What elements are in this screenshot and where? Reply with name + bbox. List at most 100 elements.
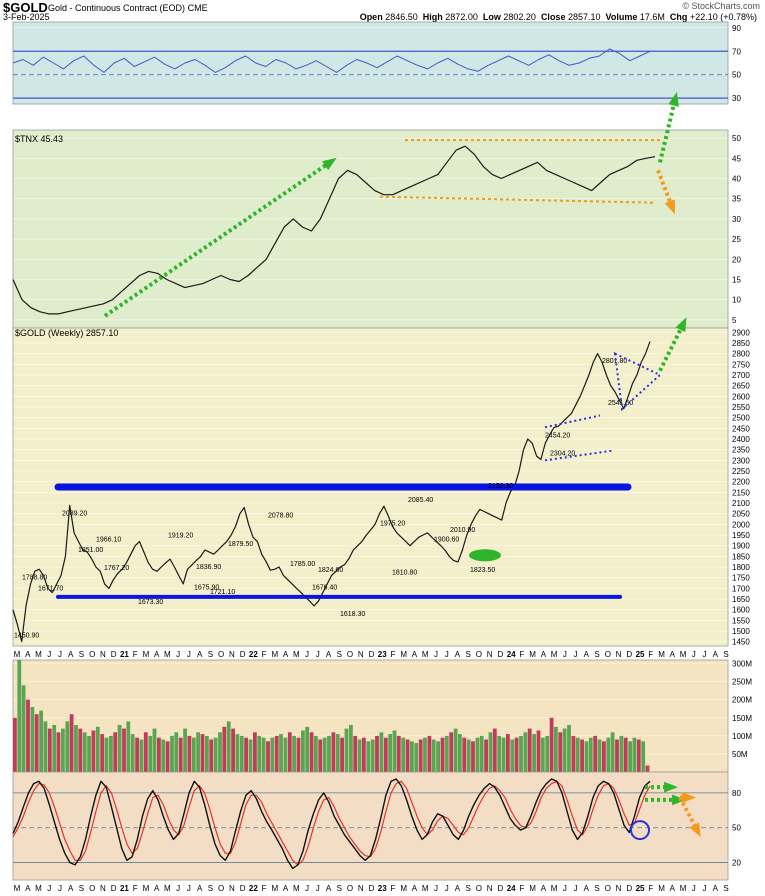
gold-price-label: 1879.50 [228, 541, 253, 548]
gold-y-tick: 2000 [732, 520, 750, 529]
stoch-x-tick: A [455, 884, 461, 893]
volume-bar [139, 739, 144, 772]
stoch-y-tick: 50 [732, 824, 741, 833]
gold-price-label: 1900.60 [434, 537, 459, 544]
volume-bar [440, 737, 445, 772]
gold-y-tick: 2100 [732, 499, 750, 508]
gold-up-arrow [658, 323, 685, 372]
volume-y-tick: 100M [732, 732, 752, 741]
gold-x-tick: J [703, 650, 707, 659]
gold-x-tick: 22 [249, 650, 258, 659]
volume-bar [305, 726, 310, 772]
volume-bar [549, 717, 554, 772]
stoch-x-tick: A [412, 884, 418, 893]
volume-bar [200, 734, 205, 772]
chart-date: 3-Feb-2025 [3, 12, 50, 22]
volume-bar [501, 737, 506, 772]
gold-price-label: 1618.30 [340, 611, 365, 618]
gold-x-tick: M [14, 650, 21, 659]
stoch-y-tick: 20 [732, 859, 741, 868]
tnx-uptrend-arrow-head [322, 157, 337, 171]
gold-y-tick: 2200 [732, 478, 750, 487]
stoch-x-tick: O [476, 884, 482, 893]
volume-bar [231, 728, 235, 772]
stoch-x-tick: M [551, 884, 558, 893]
stoch-x-tick: A [541, 884, 547, 893]
volume-bar [13, 717, 17, 772]
volume-bar [322, 737, 327, 772]
volume-bar [471, 741, 475, 772]
stoch-x-tick: A [670, 884, 676, 893]
volume-y-tick: 300M [732, 660, 752, 669]
gold-x-tick: A [25, 650, 31, 659]
stoch-x-tick: M [271, 884, 278, 893]
volume-bar [401, 737, 406, 772]
gold-x-tick: M [271, 650, 278, 659]
volume-bar [109, 735, 113, 772]
volume-bar [170, 735, 174, 772]
gold-y-tick: 2550 [732, 403, 750, 412]
volume-bar [270, 737, 275, 772]
volume-bar [444, 735, 449, 772]
volume-bar [349, 725, 353, 772]
gold-x-tick: J [47, 650, 51, 659]
gold-x-tick: A [326, 650, 332, 659]
tnx-y-tick: 35 [732, 195, 741, 204]
tnx-title: $TNX 45.43 [15, 134, 63, 144]
volume-bar [571, 735, 576, 772]
volume-bar [100, 734, 105, 772]
stoch-x-tick: A [197, 884, 203, 893]
volume-bar [301, 730, 305, 772]
volume-bar [575, 737, 580, 772]
gold-price-label: 1671.70 [38, 585, 63, 592]
volume-bar [187, 735, 192, 772]
gold-price-label: 1824.60 [318, 567, 343, 574]
gold-price-label: 1823.50 [470, 567, 495, 574]
gold-x-tick: 23 [378, 650, 387, 659]
volume-bar [143, 732, 148, 772]
stochastic-panel [12, 771, 729, 881]
gold-x-tick: N [358, 650, 364, 659]
volume-bar [462, 737, 467, 772]
volume-bar [453, 728, 458, 772]
volume-bar [584, 741, 589, 772]
stoch-x-tick: J [305, 884, 309, 893]
stoch-x-tick: A [68, 884, 74, 893]
volume-bar [174, 732, 179, 772]
open-label: Open [359, 12, 383, 22]
stoch-x-tick: N [229, 884, 235, 893]
volume-bar [157, 737, 161, 772]
volume-bar [261, 737, 266, 772]
volume-bar [56, 732, 61, 772]
gold-y-tick: 1500 [732, 627, 750, 636]
volume-bar [318, 739, 323, 772]
volume-bar [370, 739, 375, 772]
volume-bar [357, 739, 362, 772]
volume-bar [436, 741, 440, 772]
volume-bar [519, 735, 523, 772]
gold-x-tick: J [305, 650, 309, 659]
stoch-x-tick: D [369, 884, 375, 893]
gold-price-label: 1673.30 [138, 599, 163, 606]
stoch-x-tick: D [111, 884, 117, 893]
gold-price-label: 2085.40 [408, 497, 433, 504]
gold-x-tick: J [574, 650, 578, 659]
volume-bar [388, 734, 392, 772]
gold-x-tick: F [262, 650, 267, 659]
gold-x-tick: J [176, 650, 180, 659]
gold-x-tick: D [498, 650, 504, 659]
open-value: 2846.50 [385, 12, 418, 22]
chart-subtitle: Gold - Continuous Contract (EOD) CME [48, 3, 208, 13]
gold-x-tick: S [594, 650, 599, 659]
gold-flag-upper [544, 414, 601, 429]
gold-price-label: 2801.80 [602, 358, 627, 365]
gold-y-tick: 2750 [732, 360, 750, 369]
gold-x-tick: M [422, 650, 429, 659]
volume-bar [117, 725, 122, 772]
stoch-x-tick: A [25, 884, 31, 893]
volume-bar [279, 734, 283, 772]
stoch-x-tick: J [574, 884, 578, 893]
volume-value: 17.6M [639, 12, 665, 22]
gold-y-tick: 1900 [732, 542, 750, 551]
volume-bar [593, 735, 598, 772]
